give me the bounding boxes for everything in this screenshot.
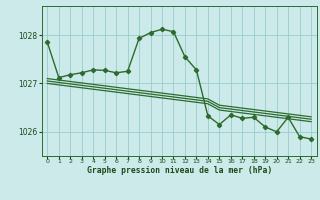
X-axis label: Graphe pression niveau de la mer (hPa): Graphe pression niveau de la mer (hPa) — [87, 166, 272, 175]
